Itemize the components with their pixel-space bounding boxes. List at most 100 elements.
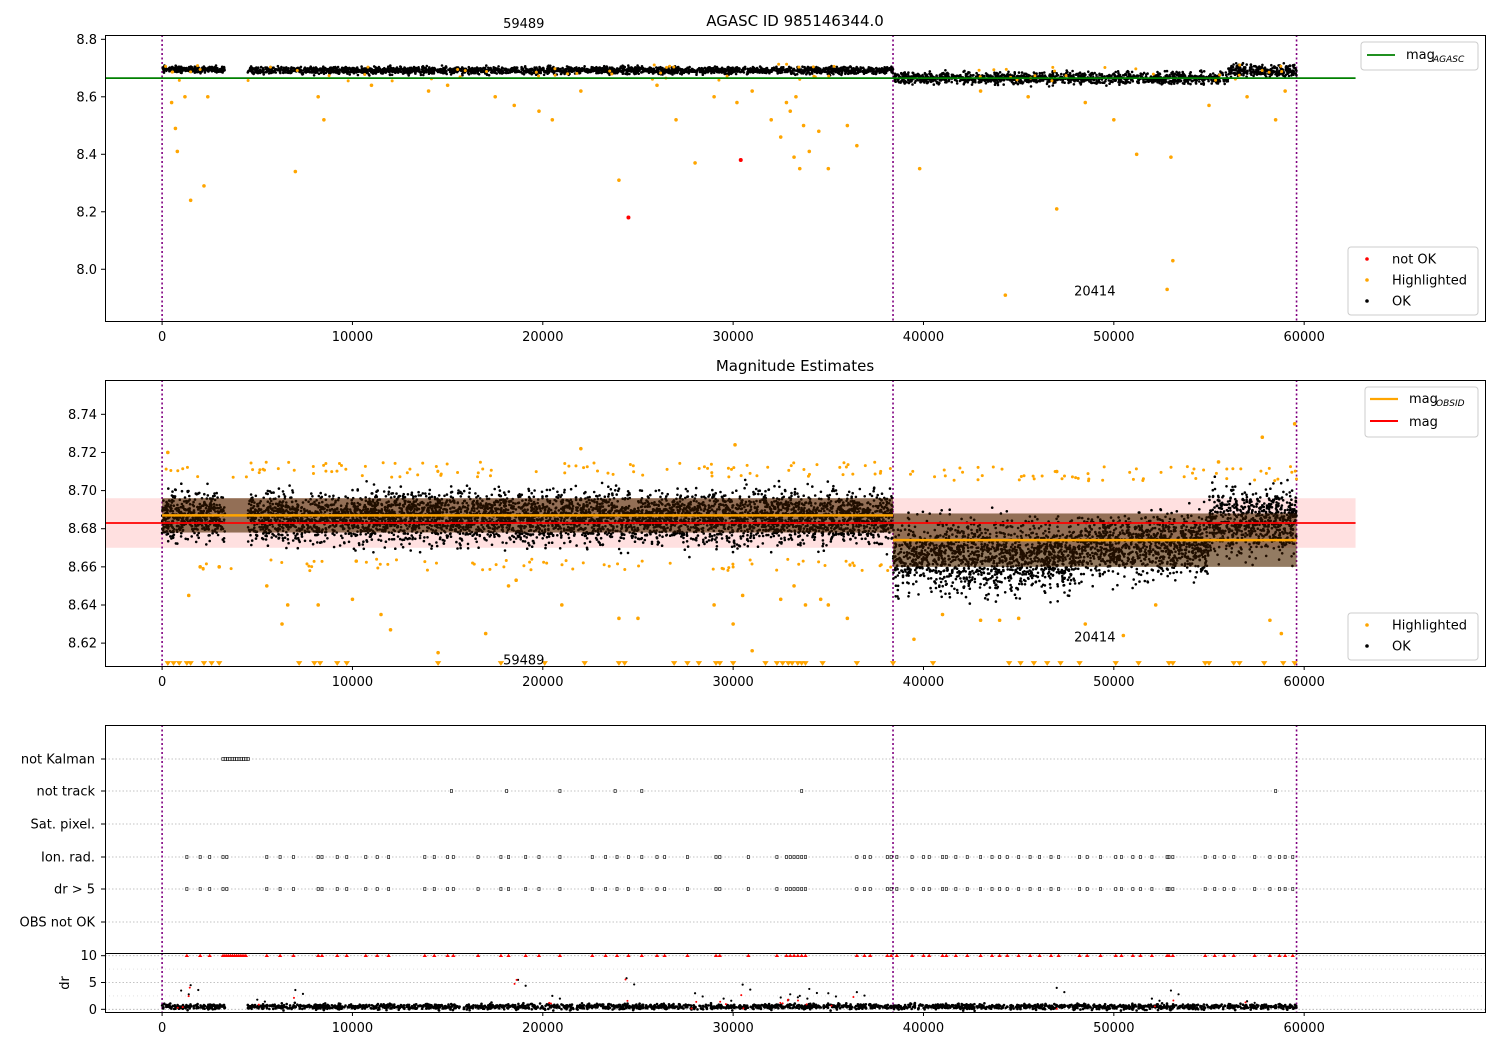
data-point — [1079, 81, 1083, 85]
data-point — [1083, 72, 1086, 75]
data-point — [724, 68, 727, 72]
data-point — [179, 69, 182, 73]
data-point — [1004, 67, 1008, 71]
data-point — [1275, 66, 1279, 70]
data-point — [550, 117, 555, 122]
legend-label: OK — [1392, 295, 1411, 310]
data-point — [659, 71, 663, 75]
data-point — [1047, 85, 1051, 88]
data-point — [955, 82, 959, 85]
data-point — [280, 65, 283, 69]
data-point — [338, 68, 341, 71]
data-point — [797, 166, 802, 171]
data-point — [250, 66, 254, 70]
data-point — [537, 109, 541, 113]
data-point — [262, 68, 266, 72]
data-point — [971, 74, 974, 77]
data-point — [204, 66, 207, 70]
data-point — [299, 69, 303, 73]
data-point — [989, 74, 992, 77]
data-point — [711, 68, 714, 71]
data-point — [179, 66, 182, 69]
data-point — [914, 79, 917, 83]
data-point — [180, 482, 183, 486]
data-point — [832, 72, 835, 76]
data-point — [832, 64, 836, 68]
data-point — [724, 72, 728, 75]
data-point — [459, 495, 463, 498]
data-point — [396, 535, 400, 538]
data-point — [1051, 74, 1055, 78]
data-point — [1025, 80, 1029, 84]
data-point — [1109, 80, 1112, 84]
data-point — [299, 65, 303, 69]
data-point — [1136, 80, 1139, 83]
data-point — [728, 69, 731, 73]
data-point — [1072, 83, 1076, 86]
data-point — [363, 67, 367, 70]
data-point — [440, 64, 444, 67]
data-point — [617, 68, 620, 72]
data-point — [278, 68, 281, 71]
data-point — [514, 537, 518, 540]
data-point — [335, 68, 338, 71]
data-point — [1040, 79, 1044, 82]
data-point — [834, 68, 837, 72]
data-point — [445, 83, 450, 88]
data-point — [816, 70, 820, 74]
data-point — [1134, 152, 1139, 157]
data-point — [538, 65, 541, 69]
data-point — [1065, 69, 1068, 72]
data-point — [199, 72, 202, 75]
data-point — [556, 68, 560, 72]
data-point — [211, 494, 215, 498]
data-point — [1032, 79, 1035, 82]
data-point — [523, 65, 527, 68]
data-point — [170, 70, 174, 74]
data-point — [1055, 72, 1058, 75]
legend-marker — [1365, 299, 1369, 303]
data-point — [1291, 70, 1295, 74]
data-point — [1103, 81, 1106, 85]
data-point — [762, 69, 766, 72]
data-point — [840, 72, 844, 75]
data-point — [883, 70, 887, 74]
data-point — [776, 72, 779, 75]
data-point — [276, 64, 280, 68]
data-point — [314, 70, 317, 74]
data-point — [363, 72, 367, 76]
data-point — [1053, 69, 1057, 73]
data-point — [671, 73, 674, 76]
data-point — [1162, 79, 1166, 83]
data-point — [484, 69, 488, 73]
data-point — [532, 68, 535, 72]
data-point — [267, 69, 271, 72]
data-point — [735, 68, 739, 72]
data-point — [563, 68, 566, 71]
data-point — [1263, 66, 1267, 69]
data-point — [448, 67, 452, 70]
data-point — [1232, 72, 1235, 75]
data-point — [811, 65, 815, 69]
data-point — [542, 73, 546, 77]
x-tick-label: 20000 — [522, 330, 563, 345]
data-point — [847, 70, 851, 73]
data-point — [366, 65, 370, 69]
data-point — [775, 66, 778, 70]
data-point — [824, 66, 828, 70]
data-point — [198, 68, 202, 72]
data-point — [928, 70, 932, 73]
data-point — [712, 94, 716, 99]
data-point — [1026, 94, 1030, 99]
data-point — [472, 71, 475, 75]
data-point — [943, 73, 946, 76]
data-point — [1016, 82, 1020, 86]
data-point — [1095, 73, 1098, 77]
data-point — [322, 66, 326, 70]
data-point — [717, 68, 720, 71]
y-tick-label: 8.6 — [76, 90, 97, 105]
data-point — [1224, 71, 1228, 74]
data-point — [578, 71, 581, 75]
data-point — [322, 117, 326, 122]
data-point — [1097, 79, 1101, 83]
